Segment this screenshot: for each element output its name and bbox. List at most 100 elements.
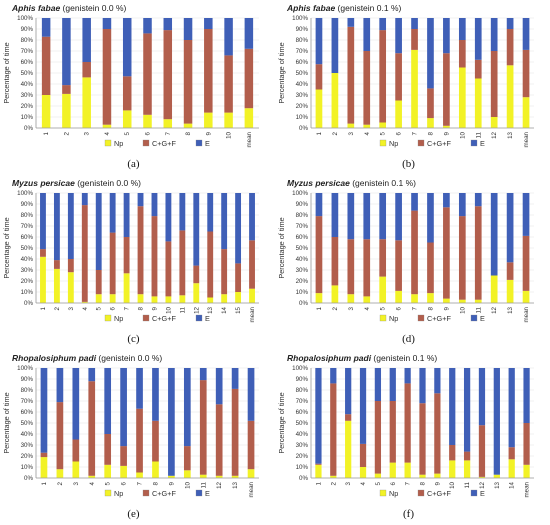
bar-segment-np-8 (152, 461, 159, 478)
x-tick-label: 12 (216, 481, 223, 488)
y-tick-label: 30% (21, 442, 34, 449)
x-tick-label: 1 (40, 306, 47, 310)
x-tick-label: 8 (427, 306, 434, 310)
x-tick-label: 2 (63, 131, 70, 135)
bar-segment-np-4 (102, 124, 112, 128)
bar-segment-cgf-mean (247, 420, 255, 470)
bar-segment-cgf-12 (193, 265, 200, 284)
x-tick-label: 1 (43, 131, 50, 135)
panel-letter: (b) (402, 158, 415, 170)
y-tick-label: 60% (21, 59, 34, 66)
bar-segment-cgf-9 (151, 216, 158, 297)
x-tick-label: 1 (41, 481, 48, 485)
bar-segment-e-1 (315, 18, 323, 65)
chart-title: Myzus persicae (genistein 0.0 %) (12, 178, 141, 188)
y-tick-label: 50% (296, 245, 309, 252)
x-tick-label: 4 (89, 481, 96, 485)
bar-segment-cgf-2 (56, 402, 64, 470)
x-tick-label: 12 (491, 131, 498, 138)
x-tick-label: 10 (459, 306, 466, 313)
x-tick-label: 8 (427, 131, 434, 135)
bar-segment-e-2 (62, 18, 71, 86)
bar-segment-e-9 (204, 18, 213, 29)
bar-segment-np-14 (508, 459, 515, 478)
bar-segment-e-2 (56, 368, 64, 403)
bar-segment-cgf-11 (474, 206, 482, 300)
bar-segment-e-1 (315, 193, 323, 217)
bar-segment-e-9 (443, 193, 450, 208)
bar-segment-np-1 (40, 457, 48, 478)
x-tick-label: 6 (145, 131, 152, 135)
bar-segment-e-9 (151, 193, 158, 217)
y-tick-label: 0% (299, 125, 308, 132)
x-tick-label: 11 (475, 306, 482, 313)
x-tick-label: 10 (184, 481, 191, 488)
bar-segment-cgf-8 (137, 206, 144, 295)
x-tick-label: 9 (443, 306, 450, 310)
bar-segment-cgf-7 (163, 30, 173, 120)
bar-segment-e-8 (183, 18, 193, 40)
y-tick-label: 10% (21, 464, 34, 471)
x-tick-label: 12 (491, 306, 498, 313)
bar-segment-e-5 (122, 18, 132, 77)
x-tick-label: 9 (443, 131, 450, 135)
bar-segment-cgf-10 (458, 216, 466, 300)
y-tick-label: 20% (21, 103, 34, 110)
bar-segment-np-7 (404, 462, 411, 478)
y-tick-label: 90% (296, 201, 309, 208)
bar-segment-cgf-13 (207, 231, 214, 298)
y-tick-label: 40% (21, 431, 34, 438)
x-tick-label: 8 (152, 481, 159, 485)
x-tick-label: 15 (235, 306, 242, 313)
legend-label: E (205, 489, 210, 498)
legend-label: C+G+F (427, 489, 451, 498)
bar-segment-cgf-12 (215, 404, 223, 476)
x-tick-label: 5 (380, 306, 387, 310)
chart-title-species: Myzus persicae (12, 178, 75, 188)
chart-panel-f: Rhopalosiphum padi (genistein 0.1 %) 0% 10… (277, 353, 534, 520)
bar-segment-e-8 (427, 18, 434, 89)
bar-segment-cgf-13 (231, 388, 239, 476)
x-tick-label: mean (524, 481, 531, 497)
x-tick-label: 8 (420, 481, 427, 485)
x-tick-label: 4 (364, 306, 371, 310)
bar-segment-cgf-8 (427, 242, 434, 294)
y-tick-label: 80% (296, 212, 309, 219)
y-tick-label: 30% (296, 267, 309, 274)
x-tick-label: 7 (124, 306, 131, 310)
bar-segment-np-mean (244, 108, 254, 128)
bar-segment-cgf-5 (95, 270, 102, 295)
bar-segment-e-13 (231, 368, 239, 389)
bar-segment-np-4 (363, 124, 371, 128)
bar-segment-e-6 (395, 18, 402, 54)
legend-swatch-np (104, 314, 112, 322)
bar-segment-np-11 (474, 78, 482, 128)
bar-segment-e-10 (224, 18, 233, 56)
bar-segment-e-1 (40, 368, 48, 453)
bar-segment-cgf-4 (88, 381, 96, 476)
bar-segment-np-2 (331, 285, 339, 303)
bar-segment-e-10 (449, 368, 456, 445)
x-tick-label: 6 (396, 306, 403, 310)
bar-segment-e-3 (82, 18, 91, 62)
bar-segment-np-3 (347, 123, 355, 128)
bar-segment-np-3 (82, 77, 91, 128)
bar-segment-np-13 (231, 475, 239, 478)
bar-segment-e-13 (506, 193, 514, 263)
legend-label: Np (114, 314, 123, 323)
bar-segment-e-4 (359, 368, 367, 444)
bar-segment-cgf-3 (72, 439, 80, 462)
bar-segment-np-8 (137, 294, 144, 303)
legend-swatch-np (104, 489, 112, 497)
y-tick-label: 30% (21, 267, 34, 274)
bar-segment-e-10 (165, 193, 172, 242)
legend-label: C+G+F (427, 314, 451, 323)
y-tick-label: 100% (17, 15, 33, 22)
bar-segment-np-1 (40, 256, 46, 303)
bar-segment-e-7 (411, 18, 418, 29)
chart-title: Aphis fabae (genistein 0.1 %) (286, 3, 402, 13)
bar-segment-np-7 (136, 472, 143, 478)
bar-segment-e-12 (478, 368, 486, 426)
bar-segment-e-1 (40, 193, 46, 250)
legend-label: Np (114, 489, 123, 498)
